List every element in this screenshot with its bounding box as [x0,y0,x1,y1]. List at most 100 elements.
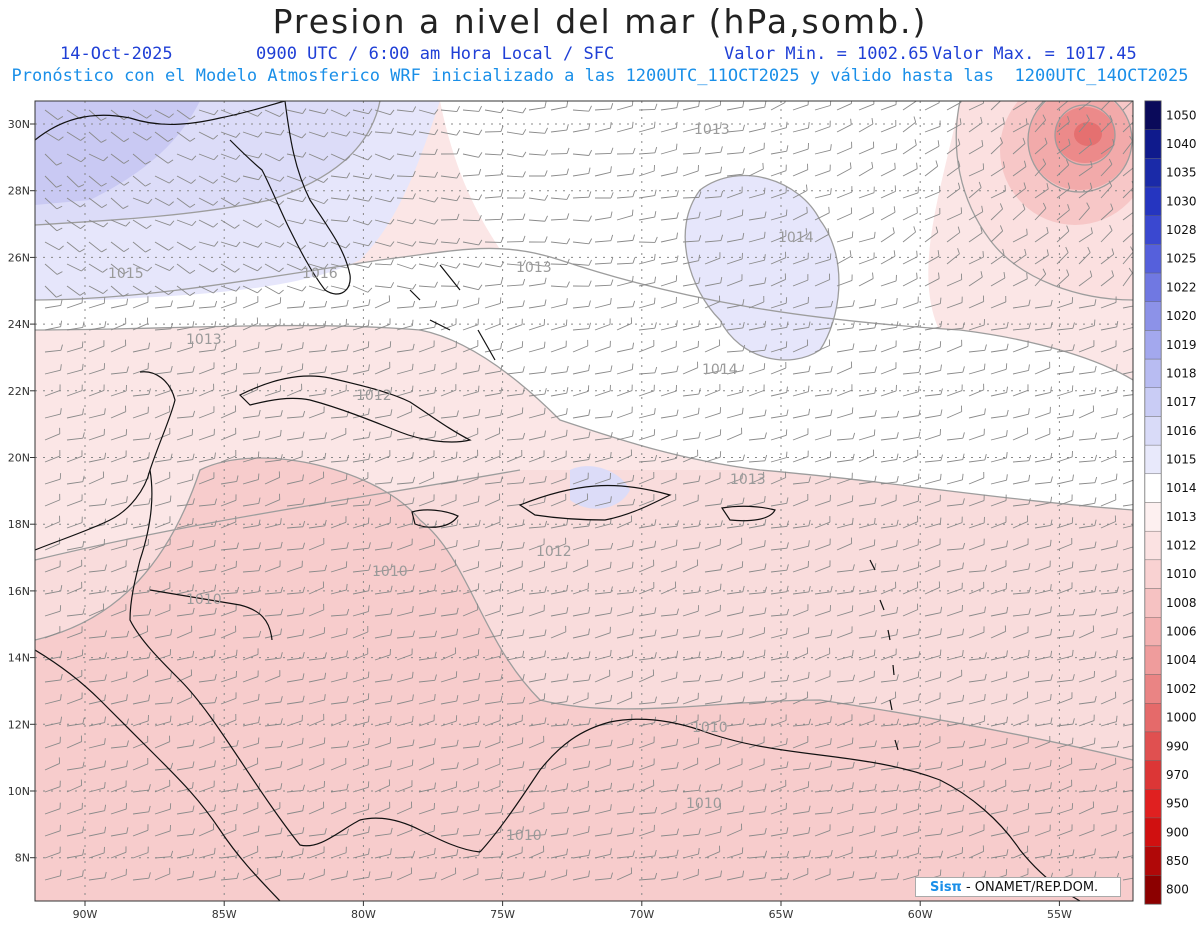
wind-barb [616,691,633,705]
wind-barb [132,538,149,551]
wind-barb [880,185,897,199]
wind-barb [726,628,744,639]
wind-barb [132,625,149,639]
wind-barb [528,236,548,243]
wind-barb [528,604,545,617]
wind-barb [352,262,373,268]
lon-label: 65W [769,908,794,921]
wind-barb [396,405,413,419]
wind-barb [792,228,808,243]
wind-barb [132,872,151,881]
wind-barb [308,737,326,749]
wind-barb [308,538,325,551]
wind-barb [374,259,394,266]
wind-barb [330,194,351,201]
wind-barb [396,193,416,200]
wind-barb [836,696,856,705]
wind-barb [242,409,261,419]
wind-barb [506,449,523,463]
wind-barb [198,780,215,793]
wind-barb [660,384,677,397]
wind-barb [880,206,896,221]
wind-barb [484,516,501,529]
wind-barb [1012,563,1031,573]
wind-barb [374,608,393,617]
wind-barb [682,235,702,243]
wind-barb [66,408,84,419]
wind-barb [484,493,501,507]
wind-barb [44,131,64,141]
wind-barb [154,779,171,793]
wind-barb [462,284,483,291]
lat-label: 26N [8,251,30,264]
wind-barb [836,826,854,837]
wind-barb [198,406,215,419]
wind-barb [572,651,591,661]
wind-barb [1012,586,1032,595]
wind-barb [440,237,461,244]
wind-barb [1122,460,1133,463]
wind-barb [748,495,766,507]
wind-barb [352,153,373,161]
wind-barb [1056,409,1075,419]
wind-barb [198,344,217,353]
wind-barb [902,116,917,133]
wind-barb [682,121,700,133]
wind-barb [154,405,171,419]
wind-barb [110,263,129,275]
wind-barb [836,626,853,639]
wind-barb [176,263,196,274]
wind-barb [858,118,874,133]
wind-barb [858,299,877,309]
wind-barb [264,175,285,182]
wind-barb [330,384,347,397]
wind-barb [1100,340,1117,353]
wind-barb [660,409,679,419]
wind-barb [440,559,457,573]
wind-barb [946,160,961,177]
wind-barb [770,542,789,551]
wind-barb [1012,364,1030,375]
wind-barb [792,122,810,133]
wind-barb [176,584,194,595]
wind-barb [374,848,392,859]
wind-barb [946,273,963,287]
wind-barb [396,476,416,485]
wind-barb [440,340,457,353]
wind-barb [572,606,591,617]
wind-barb [308,197,329,205]
wind-barb [506,259,527,266]
wind-barb [440,519,459,529]
wind-barb [748,454,768,463]
wind-barb [704,695,723,705]
wind-barb [176,241,196,251]
wind-barb [1078,695,1097,705]
wind-barb [836,162,852,177]
wind-barb [264,285,284,295]
wind-barb [198,153,219,161]
wind-barb [836,846,853,859]
wind-barb [594,669,611,683]
isobar-label: 1010 [692,720,728,736]
wind-barb [1078,160,1093,177]
wind-barb [550,319,568,331]
wind-barb [308,846,325,859]
wind-barb [418,300,438,309]
wind-barb [506,476,526,485]
wind-barb [704,146,723,155]
wind-barb [660,493,677,507]
wind-barb [660,608,679,617]
wind-barb [374,648,391,661]
colorbar-level-label: 950 [1166,797,1189,811]
wind-barb [352,542,371,551]
wind-barb [902,409,921,419]
wind-barb [1012,498,1031,507]
wind-barb [1078,246,1091,265]
wind-barb [594,782,613,793]
wind-barb [66,384,83,397]
wind-barb [924,804,943,815]
wind-barb [638,669,655,683]
wind-barb [66,717,85,727]
wind-barb [836,605,854,617]
wind-barb [374,318,391,331]
